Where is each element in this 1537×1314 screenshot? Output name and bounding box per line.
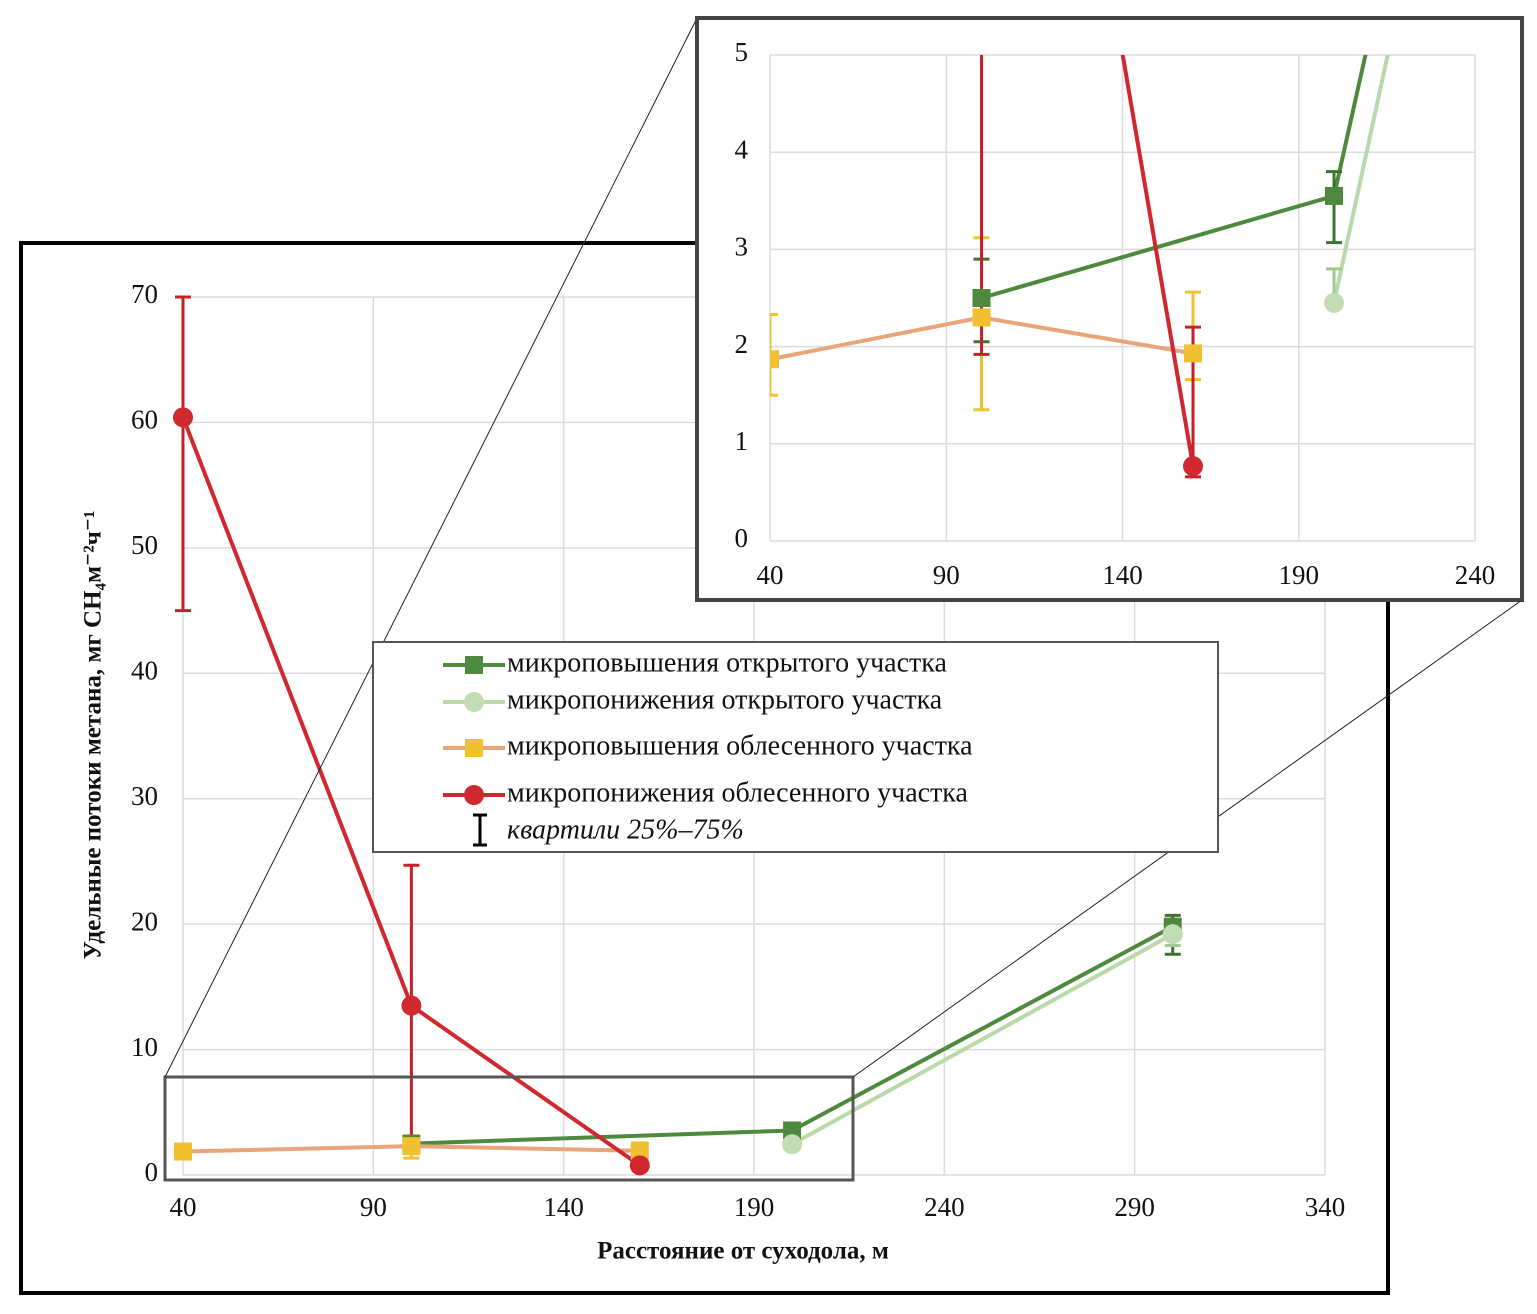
legend-error-icon [473,813,487,847]
marker [1324,292,1344,313]
marker [401,995,422,1016]
error-bar [1326,170,1342,245]
y-tick-label: 4 [735,134,749,164]
legend-label: микропонижения облесенного участка [507,777,968,808]
marker [783,1121,802,1140]
legend-marker [465,739,483,757]
y-tick-label: 70 [131,279,158,309]
series-group [770,55,1390,479]
y-tick-label: 40 [131,655,158,685]
legend-label: микропонижения открытого участка [507,684,943,715]
marker [770,350,779,369]
x-tick-label: 90 [360,1192,387,1222]
error-bar [973,55,990,356]
x-tick-label: 140 [1102,560,1143,590]
legend-marker [465,656,483,674]
marker [1184,344,1202,363]
y-tick-label: 50 [131,530,158,560]
x-tick-label: 290 [1114,1192,1155,1222]
marker [402,1137,421,1156]
legend: микроповышения открытого участка микропон… [372,641,1219,853]
marker [173,407,193,428]
y-tick-label: 0 [145,1157,159,1187]
x-tick-label: 190 [734,1192,775,1222]
x-tick-label: 190 [1279,560,1320,590]
y-tick-label: 60 [131,405,158,435]
legend-marker [464,692,484,712]
marker [630,1141,649,1160]
x-tick-label: 340 [1305,1192,1346,1222]
marker [782,1134,803,1155]
inset-frame [695,16,1524,602]
x-tick-label: 90 [933,560,960,590]
marker [174,1142,192,1161]
legend-label: квартили 25%–75% [507,814,744,845]
zoom-connector [164,17,698,1078]
legend-box [372,641,1219,853]
marker [1325,186,1343,205]
error-bar [175,295,191,613]
series-line [791,932,1174,1147]
error-bar [770,313,778,397]
y-tick-label: 1 [735,426,749,456]
inset-plot: 40 90 140 190 240 0 1 2 3 4 5 [735,37,1496,590]
y-tick-label: 2 [735,329,749,359]
y-tick-label: 0 [735,523,749,553]
x-tick-label: 240 [1455,560,1496,590]
y-tick-label: 10 [131,1032,158,1062]
y-tick-label: 20 [131,906,158,936]
series-group [173,295,1183,1176]
x-tick-label: 140 [543,1192,584,1222]
marker [629,1155,650,1176]
y-tick-label: 30 [131,781,158,811]
zoom-box [163,1075,855,1182]
x-axis-label: Расстояние от суходола, м [597,1238,889,1265]
x-tick-label: 40 [170,1192,197,1222]
marker [1162,924,1183,945]
legend-marker [464,785,484,805]
y-tick-label: 5 [735,37,749,67]
marker [972,289,991,307]
x-tick-label: 40 [757,560,784,590]
marker [972,308,991,327]
legend-label: микроповышения облесенного участка [507,730,973,761]
y-tick-label: 3 [735,232,749,262]
x-tick-label: 240 [924,1192,965,1222]
marker [1183,456,1203,477]
y-axis-label: Удельные потоки метана, мг CH₄м⁻²ч⁻¹ [80,510,107,959]
legend-label: микроповышения открытого участка [507,647,947,678]
